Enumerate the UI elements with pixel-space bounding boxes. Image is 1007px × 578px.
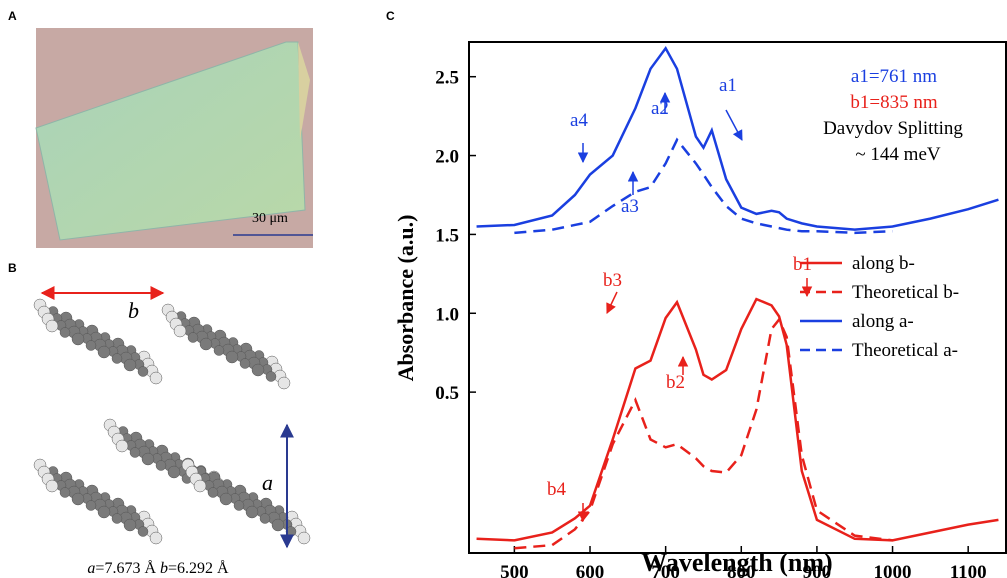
annotation: a4 [570, 110, 588, 131]
atom [71, 332, 85, 346]
panel-label: B [8, 261, 17, 275]
atom [45, 319, 59, 333]
atom [97, 505, 111, 519]
annotation-arrow [725, 109, 743, 141]
annotation-arrow [606, 291, 618, 314]
atom [129, 447, 141, 458]
atom [59, 487, 71, 498]
annotation: a1 [719, 75, 737, 96]
series-line [514, 137, 893, 235]
atom [137, 526, 149, 537]
flake-edge [298, 42, 310, 140]
atom [85, 340, 97, 351]
atom [149, 371, 163, 385]
annotation: a2 [651, 98, 669, 119]
atom [45, 479, 59, 493]
plot-frame [468, 41, 1007, 554]
series-line [476, 297, 999, 542]
atom [213, 345, 225, 356]
atom [123, 518, 137, 532]
atom [245, 505, 259, 519]
x-tick-label: 900 [803, 562, 832, 578]
y-axis-label: Absorbance (a.u.) [393, 215, 418, 382]
atom [85, 500, 97, 511]
y-tick-label: 2.5 [435, 68, 459, 89]
x-axis-label: Wavelength (nm) [641, 548, 832, 577]
atom [97, 345, 111, 359]
y-tick-label: 1.0 [435, 304, 459, 325]
atom [207, 487, 219, 498]
atom [225, 350, 239, 364]
x-tick-label: 800 [727, 562, 756, 578]
annotation: b1 [793, 254, 812, 275]
caption-part: =7.673 Å [95, 559, 160, 577]
caption-part: =6.292 Å [168, 559, 229, 577]
annotation: a3 [621, 196, 639, 217]
note: b1=835 nm [850, 92, 937, 113]
atom [239, 358, 251, 369]
atom [141, 452, 155, 466]
series-line [476, 45, 999, 231]
atom [71, 492, 85, 506]
atom [219, 492, 233, 506]
caption-part: b [160, 560, 168, 577]
atom [265, 371, 277, 382]
atom [155, 460, 167, 471]
annotation: b2 [666, 372, 685, 393]
atom [123, 358, 137, 372]
annotation: b4 [547, 479, 567, 500]
molecules [33, 298, 311, 545]
atom [137, 366, 149, 377]
x-tick-label: 1100 [950, 562, 987, 578]
atom [111, 353, 123, 364]
y-tick-label: 1.5 [435, 225, 459, 246]
atom [199, 337, 213, 351]
x-tick-label: 700 [651, 562, 680, 578]
atom [277, 376, 291, 390]
legend-label: along b- [852, 253, 915, 274]
legend-label: along a- [852, 311, 914, 332]
atom [233, 500, 245, 511]
axis-label: b [128, 298, 139, 323]
legend-label: Theoretical a- [852, 340, 958, 361]
caption: a=7.673 Å b=6.292 Å [87, 559, 229, 577]
atom [173, 324, 187, 338]
atom [167, 465, 181, 479]
scale-label: 30 μm [252, 211, 288, 226]
x-tick-label: 600 [576, 562, 605, 578]
axis-label: a [262, 470, 273, 495]
atom [297, 531, 311, 545]
panel-label: A [8, 9, 17, 23]
atom [111, 513, 123, 524]
x-tick-label: 500 [500, 562, 529, 578]
panel-label: C [386, 9, 395, 23]
caption-part: a [87, 560, 95, 577]
y-tick-label: 0.5 [435, 383, 459, 404]
atom [251, 363, 265, 377]
atom [115, 439, 129, 453]
annotation: b3 [603, 270, 622, 291]
series-line [514, 317, 893, 550]
note: a1=761 nm [851, 66, 937, 87]
x-tick-label: 1000 [874, 562, 912, 578]
atom [149, 531, 163, 545]
atom [187, 332, 199, 343]
legend-label: Theoretical b- [852, 282, 959, 303]
atom [193, 479, 207, 493]
atom [259, 513, 271, 524]
y-tick-label: 2.0 [435, 147, 459, 168]
note: ~ 144 meV [855, 144, 940, 165]
note: Davydov Splitting [823, 118, 963, 139]
atom [271, 518, 285, 532]
atom [59, 327, 71, 338]
